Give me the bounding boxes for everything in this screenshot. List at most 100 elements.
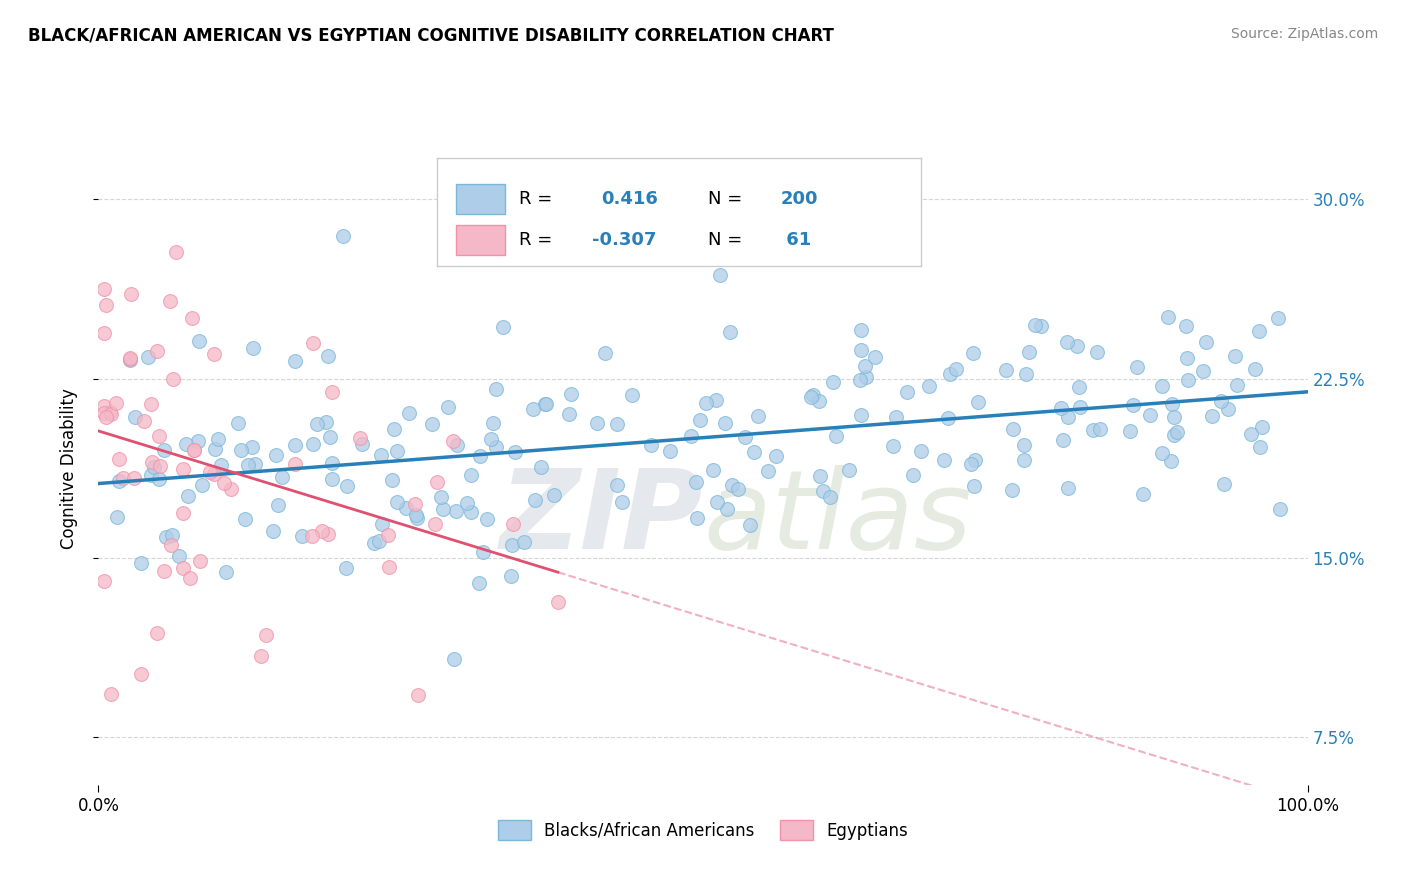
Point <box>709 268 731 282</box>
Point <box>853 359 876 373</box>
Point <box>1249 324 1271 338</box>
Point <box>187 334 209 348</box>
Point <box>172 561 194 575</box>
Point <box>198 465 221 479</box>
Point <box>212 475 235 490</box>
Point <box>1243 361 1265 376</box>
Point <box>945 361 967 376</box>
Point <box>104 396 127 410</box>
Point <box>503 445 526 459</box>
Point <box>689 413 711 427</box>
Point <box>1132 486 1154 500</box>
Point <box>742 445 765 459</box>
Point <box>441 434 464 448</box>
Point <box>499 569 522 583</box>
Point <box>321 384 343 399</box>
Point <box>378 560 401 574</box>
Point <box>1177 372 1199 386</box>
Point <box>1001 483 1024 497</box>
Point <box>967 395 990 409</box>
Point <box>485 382 508 396</box>
Point <box>808 394 831 409</box>
Point <box>385 444 408 458</box>
Point <box>758 464 780 478</box>
Point <box>183 442 205 457</box>
Point <box>332 229 354 244</box>
Point <box>169 549 191 563</box>
Point <box>560 387 582 401</box>
Point <box>543 488 565 502</box>
Point <box>202 347 225 361</box>
Point <box>460 505 482 519</box>
Point <box>734 430 756 444</box>
Point <box>1201 409 1223 424</box>
Point <box>1014 452 1036 467</box>
Point <box>219 482 242 496</box>
Point <box>482 416 505 430</box>
Point <box>98 405 121 419</box>
Point <box>965 453 987 467</box>
Point <box>1240 426 1263 441</box>
Point <box>405 508 427 522</box>
Point <box>801 388 824 402</box>
Point <box>702 463 724 477</box>
Point <box>1192 363 1215 377</box>
Point <box>395 501 418 516</box>
Point <box>437 401 460 415</box>
Point <box>188 554 211 568</box>
Point <box>215 565 238 579</box>
Point <box>716 502 738 516</box>
Point <box>1212 477 1234 491</box>
Point <box>111 471 134 485</box>
Point <box>143 459 166 474</box>
Point <box>432 502 454 516</box>
Point <box>522 402 544 417</box>
Point <box>706 495 728 509</box>
Point <box>1150 446 1173 460</box>
Point <box>122 471 145 485</box>
Point <box>209 458 232 473</box>
Point <box>263 524 285 538</box>
Point <box>1057 409 1080 424</box>
Point <box>1150 379 1173 393</box>
Point <box>254 628 277 642</box>
Point <box>932 453 955 467</box>
Point <box>174 437 197 451</box>
Point <box>315 415 337 429</box>
Point <box>284 438 307 452</box>
Point <box>229 443 252 458</box>
Point <box>1014 367 1036 381</box>
Point <box>1267 310 1289 325</box>
Point <box>105 510 128 524</box>
Point <box>1174 319 1197 334</box>
Point <box>468 575 491 590</box>
Point <box>160 538 183 552</box>
Point <box>271 469 294 483</box>
Point <box>100 408 122 422</box>
Point <box>100 687 122 701</box>
Point <box>1081 423 1104 437</box>
Point <box>1024 318 1046 333</box>
Point <box>118 351 141 365</box>
Point <box>1056 334 1078 349</box>
Point <box>443 652 465 666</box>
Point <box>640 438 662 452</box>
Point <box>1018 344 1040 359</box>
Point <box>1067 379 1090 393</box>
Point <box>153 442 176 457</box>
Point <box>513 534 536 549</box>
Point <box>485 440 508 454</box>
Point <box>855 369 877 384</box>
Point <box>264 448 287 462</box>
Point <box>284 457 307 471</box>
Legend: Blacks/African Americans, Egyptians: Blacks/African Americans, Egyptians <box>491 814 915 847</box>
Point <box>302 336 325 351</box>
Point <box>1223 349 1246 363</box>
Point <box>384 422 406 436</box>
Point <box>1209 394 1232 409</box>
Point <box>533 397 555 411</box>
Point <box>153 564 176 578</box>
Point <box>240 440 263 454</box>
Point <box>718 325 741 339</box>
Point <box>96 298 118 312</box>
